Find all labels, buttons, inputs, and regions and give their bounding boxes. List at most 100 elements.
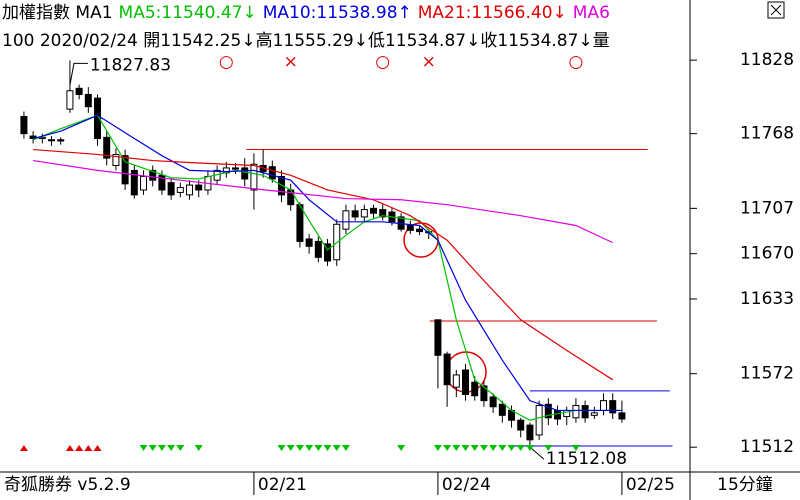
- header-segment: MA10:11538.98↑: [263, 3, 412, 23]
- high-annotation: 11827.83: [90, 55, 171, 75]
- sell-signal: [157, 445, 166, 451]
- candle-body: [609, 400, 617, 414]
- header-segment: MA21:11566.40↓: [418, 3, 567, 23]
- candle-body: [498, 403, 506, 416]
- x-tick-label: 02/25: [626, 475, 675, 495]
- candle-body: [158, 174, 166, 191]
- candle-body: [452, 374, 460, 388]
- period-label: 15分鐘: [717, 475, 773, 495]
- x-tick-label: 02/21: [258, 475, 307, 495]
- bar-info: 100 2020/02/24 開11542.25↓高11555.29↓低1153…: [2, 31, 610, 51]
- sell-signal: [507, 445, 516, 451]
- buy-signal: [75, 445, 84, 451]
- y-tick-label: 11828: [740, 50, 794, 70]
- candle-body: [360, 209, 368, 218]
- candle-body: [535, 405, 543, 436]
- y-tick-label: 11512: [740, 437, 794, 457]
- candle-body: [250, 163, 258, 191]
- candle-body: [20, 115, 28, 135]
- candle-body: [167, 182, 175, 196]
- y-tick-label: 11707: [740, 198, 794, 218]
- sell-signal: [470, 445, 479, 451]
- candle-body: [443, 353, 451, 386]
- window-button-icon: [770, 4, 782, 16]
- sell-signal: [479, 445, 488, 451]
- header-segment: MA6: [573, 3, 610, 23]
- candle-body: [314, 240, 322, 258]
- candle-body: [526, 424, 534, 441]
- candle-body: [296, 204, 304, 242]
- sell-signal: [295, 445, 304, 451]
- candle-body: [241, 167, 249, 180]
- signal-marker: ○: [219, 52, 234, 72]
- candle-body: [103, 136, 111, 159]
- sell-signal: [314, 445, 323, 451]
- candle-body: [590, 412, 598, 416]
- candle-body: [195, 184, 203, 191]
- candle-body: [121, 155, 129, 185]
- candle-body: [471, 381, 479, 397]
- candle-body: [351, 210, 359, 218]
- candle-body: [75, 87, 83, 95]
- candle-body: [554, 409, 562, 420]
- candle-body: [462, 369, 470, 396]
- candle-body: [305, 238, 313, 247]
- candle-body: [489, 396, 497, 408]
- candle-body: [480, 385, 488, 402]
- candle-body: [324, 243, 332, 262]
- sell-signal: [525, 445, 534, 451]
- y-tick-label: 11633: [740, 289, 794, 309]
- annotation-leader: [69, 62, 88, 86]
- header-segment: MA5:11540.47↓: [119, 3, 257, 23]
- candle-body: [232, 167, 240, 170]
- candle-body: [434, 319, 442, 356]
- candle-body: [544, 403, 552, 419]
- candle-body: [66, 90, 74, 110]
- candle-body: [112, 153, 120, 166]
- sell-signal: [397, 445, 406, 451]
- sell-signal: [139, 445, 148, 451]
- y-tick-label: 11670: [740, 244, 794, 264]
- sell-signal: [341, 445, 350, 451]
- candle-body: [149, 169, 157, 181]
- sell-signal: [489, 445, 498, 451]
- sell-signal: [544, 445, 553, 451]
- candle-body: [406, 224, 414, 231]
- sell-signal: [305, 445, 314, 451]
- sell-signal: [148, 445, 157, 451]
- y-tick-label: 11768: [740, 124, 794, 144]
- x-tick-label: 02/24: [442, 475, 491, 495]
- ma-line: [33, 148, 614, 381]
- candle-body: [600, 400, 608, 411]
- candle-body: [140, 176, 148, 191]
- candle-body: [130, 169, 138, 196]
- signal-marker: ○: [375, 52, 390, 72]
- sell-signal: [571, 445, 580, 451]
- ma-line: [33, 159, 613, 244]
- sell-signal: [194, 445, 203, 451]
- candle-body: [57, 139, 65, 142]
- buy-signal: [65, 445, 74, 451]
- candle-body: [342, 210, 350, 230]
- sell-signal: [167, 445, 176, 451]
- buy-signal: [19, 445, 28, 451]
- sell-signal: [332, 445, 341, 451]
- buy-signal: [84, 445, 93, 451]
- candle-body: [572, 405, 580, 419]
- candle-body: [370, 207, 378, 214]
- candle-body: [176, 187, 184, 193]
- candle-body: [84, 93, 92, 108]
- sell-signal: [433, 445, 442, 451]
- ma-line: [32, 114, 622, 421]
- candle-body: [268, 166, 276, 180]
- sell-signal: [461, 445, 470, 451]
- ma-line: [32, 114, 622, 412]
- signal-marker: ×: [284, 52, 298, 72]
- sell-signal: [443, 445, 452, 451]
- signal-marker: ×: [422, 52, 436, 72]
- header-segment: 加權指數 MA1: [2, 3, 113, 23]
- sell-signal: [516, 445, 525, 451]
- low-annotation: 11512.08: [546, 449, 627, 469]
- sell-signal: [286, 445, 295, 451]
